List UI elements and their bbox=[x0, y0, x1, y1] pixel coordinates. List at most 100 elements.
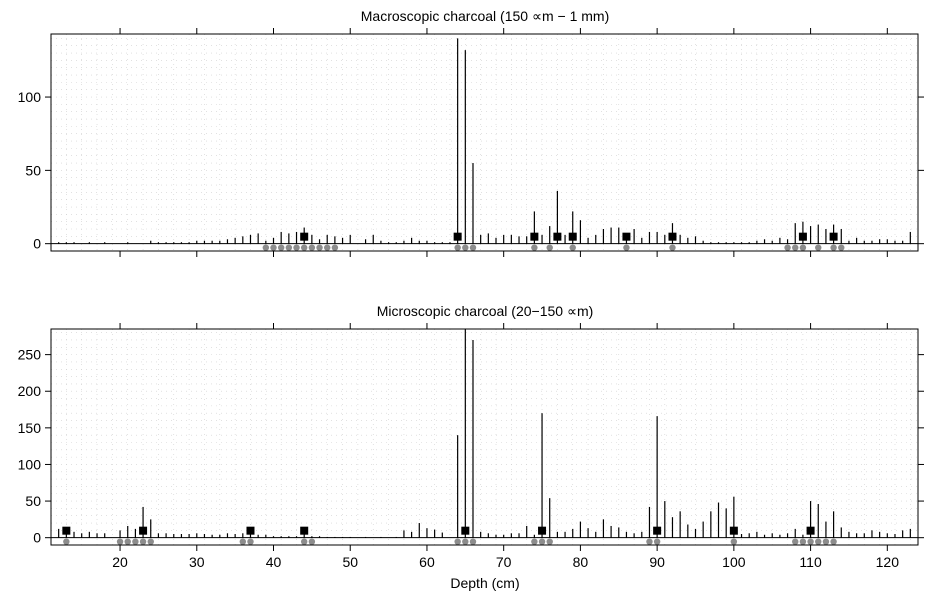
x-tick-label: 20 bbox=[112, 554, 128, 570]
dot-marker bbox=[454, 244, 461, 251]
square-marker bbox=[668, 232, 677, 241]
dot-marker bbox=[316, 244, 323, 251]
dot-marker bbox=[822, 538, 830, 545]
x-tick-label: 50 bbox=[342, 554, 358, 570]
bars-macroscopic bbox=[51, 38, 918, 245]
dot-marker bbox=[63, 538, 70, 545]
dot-marker bbox=[239, 538, 247, 545]
dot-marker bbox=[285, 244, 293, 251]
dot-marker bbox=[792, 244, 799, 251]
dot-marker bbox=[308, 538, 316, 545]
dot-marker bbox=[331, 244, 339, 251]
dot-marker bbox=[799, 244, 807, 251]
x-tick-label: 40 bbox=[266, 554, 282, 570]
dot-marker bbox=[262, 244, 270, 251]
square-marker bbox=[453, 232, 462, 241]
square-marker bbox=[300, 232, 309, 241]
square-marker bbox=[829, 232, 838, 241]
square-marker bbox=[798, 232, 807, 241]
dot-marker bbox=[462, 538, 469, 545]
square-marker bbox=[538, 526, 547, 535]
dot-marker bbox=[546, 244, 553, 251]
dot-marker bbox=[799, 538, 807, 545]
y-tick-label: 0 bbox=[33, 236, 41, 252]
dot-marker bbox=[531, 244, 538, 251]
dot-marker bbox=[807, 538, 814, 545]
x-tick-label: 100 bbox=[722, 554, 746, 570]
square-marker bbox=[806, 526, 815, 535]
dot-marker bbox=[838, 244, 845, 251]
x-tick-label: 90 bbox=[649, 554, 665, 570]
square-marker bbox=[530, 232, 539, 241]
dot-marker bbox=[308, 244, 316, 251]
x-tick-label: 30 bbox=[189, 554, 205, 570]
square-marker bbox=[246, 526, 255, 535]
y-tick-label: 200 bbox=[18, 383, 42, 399]
panel-title-microscopic: Microscopic charcoal (20−150 ∝m) bbox=[377, 303, 594, 319]
x-tick-label: 80 bbox=[573, 554, 589, 570]
frame-macroscopic bbox=[50, 33, 919, 252]
x-tick-label: 60 bbox=[419, 554, 435, 570]
dot-marker bbox=[784, 244, 791, 251]
dot-marker bbox=[569, 244, 576, 251]
frame-microscopic bbox=[50, 328, 919, 546]
dot-marker bbox=[469, 244, 477, 251]
square-marker bbox=[139, 526, 148, 535]
y-ticks-macroscopic: 0 50 100 bbox=[18, 89, 924, 252]
dot-marker bbox=[462, 244, 469, 251]
dot-marker bbox=[293, 244, 300, 251]
dot-marker bbox=[116, 538, 124, 545]
x-ticks-macroscopic bbox=[119, 28, 888, 257]
dot-marker bbox=[538, 538, 546, 545]
dot-marker bbox=[830, 538, 837, 545]
dot-marker bbox=[270, 244, 277, 251]
dot-marker bbox=[546, 538, 553, 545]
x-ticks-microscopic: 20 30 40 50 60 70 80 90 100 110 120 bbox=[112, 323, 899, 570]
dot-marker bbox=[300, 538, 308, 545]
panel-title-macroscopic: Macroscopic charcoal (150 ∝m − 1 mm) bbox=[361, 8, 609, 24]
dot-marker bbox=[469, 538, 477, 545]
dot-marker bbox=[124, 538, 131, 545]
panel-microscopic: Microscopic charcoal (20−150 ∝m) 20 30 40 5… bbox=[18, 303, 924, 570]
markers-microscopic bbox=[62, 526, 837, 545]
dot-marker bbox=[300, 244, 308, 251]
dot-marker bbox=[623, 244, 630, 251]
dot-marker bbox=[730, 538, 738, 545]
y-tick-label: 50 bbox=[25, 162, 41, 178]
y-tick-label: 50 bbox=[25, 493, 41, 509]
square-marker bbox=[622, 232, 631, 241]
x-tick-label: 120 bbox=[876, 554, 900, 570]
dot-marker bbox=[646, 538, 653, 545]
x-axis-title: Depth (cm) bbox=[450, 575, 519, 591]
markers-macroscopic bbox=[262, 232, 845, 251]
grid-macroscopic bbox=[50, 34, 918, 251]
y-tick-label: 100 bbox=[18, 456, 42, 472]
panel-macroscopic: Macroscopic charcoal (150 ∝m − 1 mm) 0 50… bbox=[18, 8, 924, 257]
y-tick-label: 0 bbox=[33, 530, 41, 546]
dot-marker bbox=[830, 244, 837, 251]
square-marker bbox=[568, 232, 577, 241]
bars-microscopic bbox=[51, 329, 918, 539]
dot-marker bbox=[531, 538, 538, 545]
dot-marker bbox=[324, 244, 331, 251]
dot-marker bbox=[653, 538, 661, 545]
square-marker bbox=[553, 232, 562, 241]
square-marker bbox=[653, 526, 662, 535]
grid-microscopic bbox=[50, 329, 918, 545]
dot-marker bbox=[132, 538, 139, 545]
dot-marker bbox=[247, 538, 254, 545]
dot-marker bbox=[792, 538, 799, 545]
dot-marker bbox=[669, 244, 676, 251]
y-tick-label: 150 bbox=[18, 420, 42, 436]
square-marker bbox=[62, 526, 71, 535]
x-tick-label: 70 bbox=[496, 554, 512, 570]
square-marker bbox=[461, 526, 470, 535]
square-marker bbox=[729, 526, 738, 535]
dot-marker bbox=[277, 244, 285, 251]
dot-marker bbox=[815, 244, 822, 251]
dot-marker bbox=[139, 538, 147, 545]
y-tick-label: 100 bbox=[18, 89, 42, 105]
dot-marker bbox=[147, 538, 154, 545]
